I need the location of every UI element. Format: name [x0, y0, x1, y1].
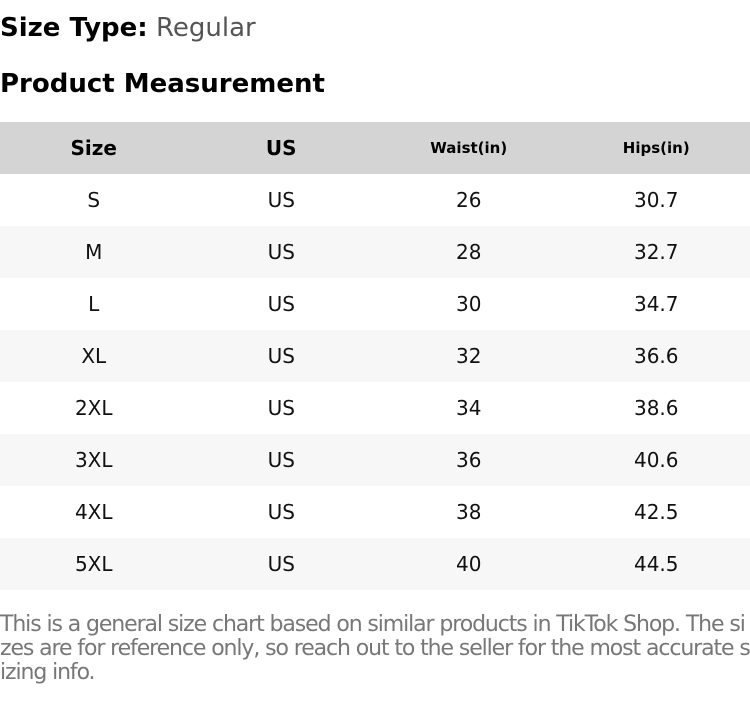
header-us: US — [265, 136, 297, 160]
cell-waist: 40 — [456, 552, 482, 576]
cell-size: 5XL — [74, 552, 113, 576]
cell-waist: 36 — [456, 448, 482, 472]
cell-size: 4XL — [74, 500, 113, 524]
cell-waist: 32 — [456, 344, 482, 368]
size-type-label: Size Type: — [0, 13, 148, 43]
cell-size: L — [88, 292, 100, 316]
table-row: XL US 32 36.6 — [0, 330, 750, 382]
header-hips: Hips(in) — [622, 139, 690, 157]
cell-size: 2XL — [74, 396, 113, 420]
cell-waist: 38 — [456, 500, 482, 524]
table-row: 2XL US 34 38.6 — [0, 382, 750, 434]
size-type-value: Regular — [155, 13, 256, 43]
cell-hips: 34.7 — [633, 292, 679, 316]
section-title: Product Measurement — [0, 69, 325, 99]
size-table: Size US Waist(in) Hips(in) S US 26 30.7 M US 2… — [0, 122, 750, 590]
cell-waist: 28 — [456, 240, 482, 264]
table-row: 5XL US 40 44.5 — [0, 538, 750, 590]
header-size: Size — [70, 136, 117, 160]
table-row: L US 30 34.7 — [0, 278, 750, 330]
header-waist: Waist(in) — [430, 139, 508, 157]
cell-us: US — [267, 240, 295, 264]
table-row: 4XL US 38 42.5 — [0, 486, 750, 538]
disclaimer-note: This is a general size chart based on si… — [0, 612, 750, 685]
table-row: M US 28 32.7 — [0, 226, 750, 278]
cell-hips: 40.6 — [633, 448, 679, 472]
cell-hips: 32.7 — [633, 240, 679, 264]
cell-us: US — [267, 448, 295, 472]
cell-us: US — [267, 344, 295, 368]
cell-us: US — [267, 292, 295, 316]
cell-us: US — [267, 396, 295, 420]
table-row: S US 26 30.7 — [0, 174, 750, 226]
cell-waist: 26 — [456, 188, 482, 212]
cell-us: US — [267, 188, 295, 212]
table-header-row: Size US Waist(in) Hips(in) — [0, 122, 750, 174]
cell-size: 3XL — [74, 448, 113, 472]
cell-waist: 34 — [456, 396, 482, 420]
cell-hips: 38.6 — [633, 396, 679, 420]
cell-size: S — [87, 188, 101, 212]
cell-us: US — [267, 552, 295, 576]
cell-size: M — [85, 240, 103, 264]
cell-hips: 30.7 — [633, 188, 679, 212]
cell-us: US — [267, 500, 295, 524]
cell-hips: 36.6 — [633, 344, 679, 368]
cell-hips: 44.5 — [633, 552, 679, 576]
cell-size: XL — [81, 344, 107, 368]
cell-hips: 42.5 — [633, 500, 679, 524]
cell-waist: 30 — [456, 292, 482, 316]
size-type: Size Type: Regular — [0, 10, 256, 46]
table-row: 3XL US 36 40.6 — [0, 434, 750, 486]
